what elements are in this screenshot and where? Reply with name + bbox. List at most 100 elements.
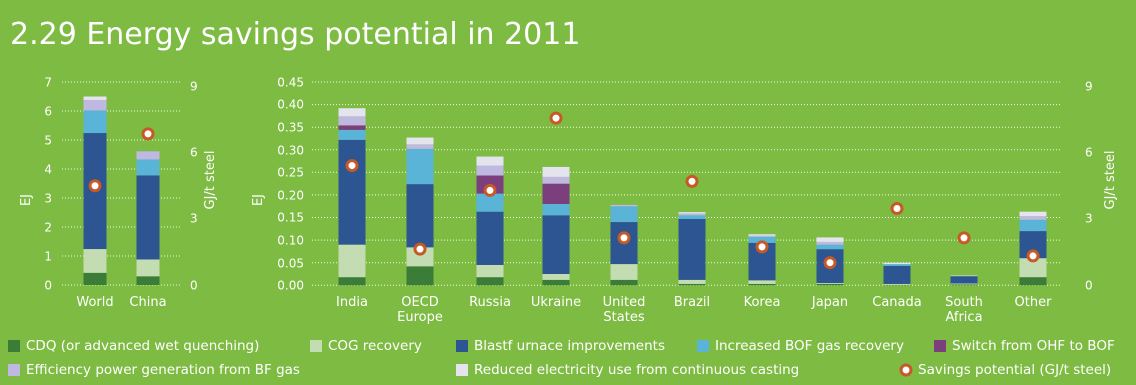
category-label-line: Europe xyxy=(397,310,443,325)
legend-label: Blastf urnace improvements xyxy=(474,338,665,354)
bars-world-china xyxy=(83,96,160,285)
bar-segment xyxy=(816,283,844,286)
y2-tick-label: 9 xyxy=(190,80,198,94)
bar-segment xyxy=(1019,219,1047,232)
legend: CDQ (or advanced wet quenching) COG reco… xyxy=(8,338,1115,378)
savings-marker xyxy=(141,127,155,141)
legend-swatch xyxy=(934,340,946,352)
category-label: Canada xyxy=(872,295,921,310)
bar-segment xyxy=(406,148,434,185)
legend-label: Reduced electricity use from continuous … xyxy=(474,362,799,378)
savings-marker xyxy=(88,179,102,193)
legend-swatch xyxy=(456,340,468,352)
y-tick-label: 0.20 xyxy=(277,189,304,203)
bar-segment xyxy=(136,175,160,260)
y2-tick-label: 3 xyxy=(190,212,198,226)
bar-segment xyxy=(476,156,504,166)
savings-marker xyxy=(345,159,359,173)
category-label-line: Africa xyxy=(945,310,982,325)
y-tick-label: 0 xyxy=(44,279,52,293)
legend-item-bof: Increased BOF gas recovery xyxy=(697,338,904,354)
y-axis-label: EJ xyxy=(19,194,34,206)
legend-item-epg: Efficiency power generation from BF gas xyxy=(8,362,300,378)
bar-segment xyxy=(816,244,844,250)
bar-segment xyxy=(816,283,844,284)
markers-world-china xyxy=(88,127,155,193)
legend-item-cdq: CDQ (or advanced wet quenching) xyxy=(8,338,259,354)
y2-axis-label: GJ/t steel xyxy=(1103,151,1118,210)
bar-segment xyxy=(136,151,160,160)
bar-segment xyxy=(678,283,706,286)
y-tick-label: 3 xyxy=(44,192,52,206)
bar-segment xyxy=(83,272,107,285)
bar-segment xyxy=(883,265,911,284)
bar-segment xyxy=(476,193,504,212)
bar-segment xyxy=(542,274,570,280)
bar-segment xyxy=(476,165,504,176)
bar-segment xyxy=(338,116,366,126)
y-tick-label: 0.05 xyxy=(277,257,304,271)
bar-segment xyxy=(1019,216,1047,220)
legend-item-bfi: Blastf urnace improvements xyxy=(456,338,665,354)
bar-segment xyxy=(476,264,504,278)
y2-tick-label: 0 xyxy=(1085,279,1093,293)
savings-marker xyxy=(685,174,699,188)
legend-item-cog: COG recovery xyxy=(310,338,422,354)
category-label: South Africa xyxy=(945,295,983,325)
bar-segment xyxy=(542,166,570,177)
bar-segment xyxy=(338,139,366,245)
legend-swatch xyxy=(8,340,20,352)
bar-segment xyxy=(678,279,706,284)
y-tick-label: 0.45 xyxy=(277,76,304,90)
category-label: Russia xyxy=(469,295,511,310)
category-label: World xyxy=(76,295,113,310)
legend-label: Increased BOF gas recovery xyxy=(715,338,904,354)
y-tick-label: 4 xyxy=(44,163,52,177)
bar-segment xyxy=(816,237,844,242)
bar-segment xyxy=(610,264,638,280)
panel-world-china: 0 1 2 3 4 5 6 7 0 3 6 9 EJ GJ/t steel Wo… xyxy=(19,76,218,311)
bar-segment xyxy=(136,259,160,277)
bar-segment xyxy=(338,244,366,278)
savings-marker xyxy=(1026,249,1040,263)
bar-segment xyxy=(83,249,107,273)
savings-marker xyxy=(823,256,837,270)
bar-segment xyxy=(883,262,911,265)
bar-segment xyxy=(136,159,160,176)
bar-segment xyxy=(136,276,160,285)
bar-segment xyxy=(542,215,570,275)
y2-tick-label: 0 xyxy=(190,279,198,293)
y2-axis-label: GJ/t steel xyxy=(203,151,218,210)
bar-segment xyxy=(83,110,107,134)
category-label-line: States xyxy=(603,310,644,325)
legend-swatch xyxy=(456,364,468,376)
bar-segment xyxy=(748,236,776,243)
bar-segment xyxy=(83,96,107,100)
category-label: Brazil xyxy=(674,295,710,310)
legend-swatch xyxy=(310,340,322,352)
legend-label: CDQ (or advanced wet quenching) xyxy=(26,338,259,354)
chart-title: 2.29 Energy savings potential in 2011 xyxy=(10,17,580,52)
y-tick-label: 5 xyxy=(44,134,52,148)
category-label-line: South xyxy=(945,295,983,310)
category-label: Ukraine xyxy=(531,295,581,310)
category-label: OECD Europe xyxy=(397,295,443,325)
y2-tick-label: 3 xyxy=(1085,212,1093,226)
y-tick-label: 0.25 xyxy=(277,166,304,180)
y-tick-label: 6 xyxy=(44,105,52,119)
bar-segment xyxy=(678,218,706,280)
y2-tick-label: 9 xyxy=(1085,80,1093,94)
bar-segment xyxy=(950,283,978,285)
legend-item-savings: Savings potential (GJ/t steel) xyxy=(899,362,1111,378)
savings-marker xyxy=(957,231,971,245)
bar-segment xyxy=(338,129,366,140)
legend-marker xyxy=(899,363,913,377)
y-tick-label: 0.30 xyxy=(277,144,304,158)
category-label-line: United xyxy=(603,295,646,310)
bar-segment xyxy=(1019,277,1047,286)
bar-segment xyxy=(748,283,776,286)
y-tick-label: 2 xyxy=(44,221,52,235)
bar-segment xyxy=(816,241,844,245)
bar-segment xyxy=(476,211,504,265)
